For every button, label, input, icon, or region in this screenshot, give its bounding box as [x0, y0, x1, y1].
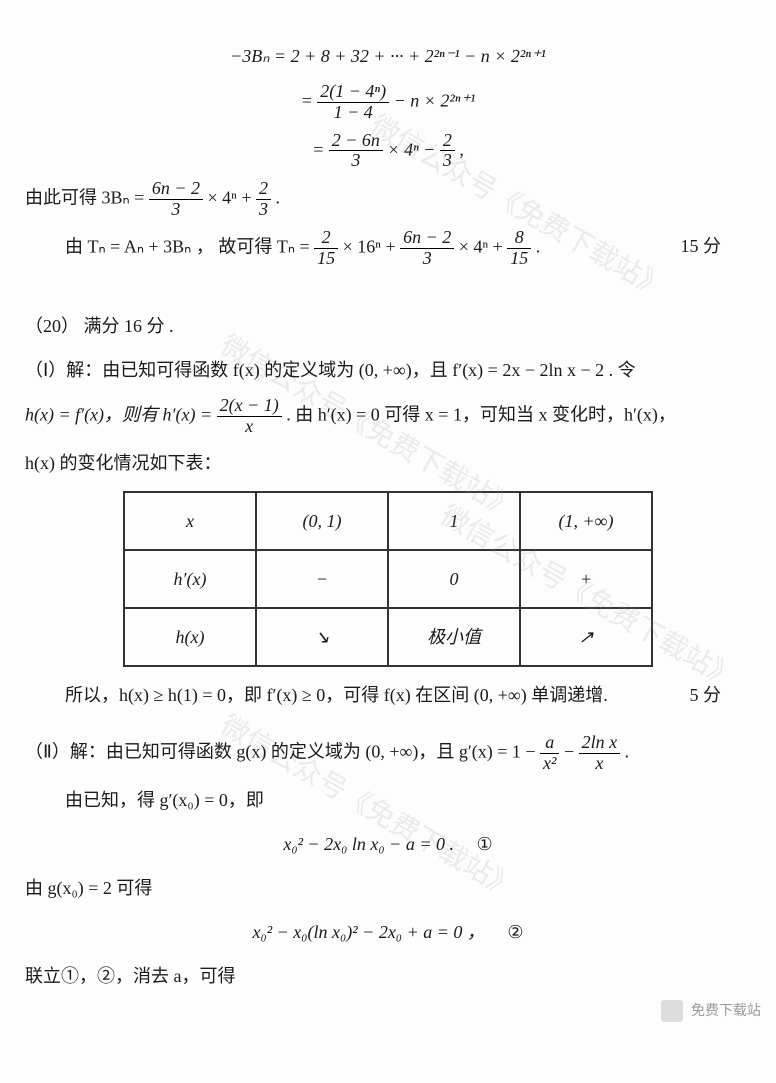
q20-part1-line-b: h(x) = f′(x)，则有 h′(x) = 2(x − 1) x . 由 h… [25, 396, 751, 437]
fraction: 2 3 [440, 131, 455, 172]
table-cell: + [520, 550, 652, 608]
fraction: 2 − 6n 3 [329, 131, 383, 172]
wechat-icon [661, 1000, 683, 1022]
table-cell: 0 [388, 550, 520, 608]
denominator: 3 [440, 151, 455, 171]
fraction: 2(1 − 4ⁿ) 1 − 4 [317, 82, 389, 123]
eq-text: x₀² − 2x₀ ln x₀ − a = 0 . [283, 834, 454, 854]
denominator: 1 − 4 [317, 103, 389, 123]
fraction: 2(x − 1) x [217, 396, 282, 437]
denominator: 3 [256, 200, 271, 220]
denominator: x [579, 754, 621, 774]
q20-part2-line-d: 联立①，②，消去 a，可得 [25, 958, 751, 994]
eq-number: ① [476, 834, 492, 854]
q20-part1-conclusion: 所以，h(x) ≥ h(1) = 0，即 f′(x) ≥ 0，可得 f(x) 在… [25, 677, 751, 713]
equation-line-1: −3Bₙ = 2 + 8 + 32 + ··· + 2²ⁿ⁻¹ − n × 2²… [25, 38, 751, 74]
fraction: 6n − 2 3 [400, 228, 454, 269]
paragraph-1: 由此可得 3Bₙ = 6n − 2 3 × 4ⁿ + 2 3 . [25, 179, 751, 220]
numerator: 2 − 6n [329, 131, 383, 152]
eq-eq-sign: = [301, 90, 313, 110]
table-cell: h(x) [124, 608, 256, 666]
q20-part2-line-a: （Ⅱ）解：由已知可得函数 g(x) 的定义域为 (0, +∞)，且 g′(x) … [25, 733, 751, 774]
eq-text: − n × 2²ⁿ⁺¹ [394, 90, 476, 110]
numerator: 2 [314, 228, 338, 249]
eq-text: , [459, 139, 464, 159]
table-cell: (1, +∞) [520, 492, 652, 550]
text-span: h(x) = f′(x)，则有 h′(x) = [25, 405, 217, 425]
q20-part1-line-c: h(x) 的变化情况如下表： [25, 445, 751, 481]
footer-credit: 免费下载站 [661, 996, 761, 1024]
numerator: 2 [256, 179, 271, 200]
table-cell: ↘ [256, 608, 388, 666]
score-mark: 15 分 [681, 228, 722, 264]
q20-header: （20） 满分 16 分 . [25, 308, 751, 344]
paragraph-2: 由 Tₙ = Aₙ + 3Bₙ ， 故可得 Tₙ = 2 15 × 16ⁿ + … [25, 228, 751, 269]
table-row: h(x) ↘ 极小值 ↗ [124, 608, 652, 666]
table-cell: − [256, 550, 388, 608]
denominator: 3 [149, 200, 203, 220]
score-mark: 5 分 [690, 677, 722, 713]
text-span: . [625, 741, 630, 761]
text-span: × 4ⁿ + [208, 188, 256, 208]
denominator: 15 [507, 249, 531, 269]
denominator: 15 [314, 249, 338, 269]
denominator: x [217, 417, 282, 437]
text-span: 所以，h(x) ≥ h(1) = 0，即 f′(x) ≥ 0，可得 f(x) 在… [65, 685, 608, 705]
footer-text: 免费下载站 [691, 1002, 761, 1018]
q20-part1-line-a: （Ⅰ）解：由已知可得函数 f(x) 的定义域为 (0, +∞)，且 f′(x) … [25, 352, 751, 388]
denominator: 3 [329, 151, 383, 171]
text-span: . [536, 236, 541, 256]
eq-text: −3Bₙ = 2 + 8 + 32 + ··· + 2²ⁿ⁻¹ − n × 2²… [230, 46, 546, 66]
fraction: 2 15 [314, 228, 338, 269]
fraction: 6n − 2 3 [149, 179, 203, 220]
denominator: x² [540, 754, 559, 774]
equation-line-3: = 2 − 6n 3 × 4ⁿ − 2 3 , [25, 131, 751, 172]
text-span: − [564, 741, 579, 761]
table-cell: 1 [388, 492, 520, 550]
numerator: 2 [440, 131, 455, 152]
eq-text: x₀² − x₀(ln x₀)² − 2x₀ + a = 0 ， [253, 922, 485, 942]
numerator: 2(1 − 4ⁿ) [317, 82, 389, 103]
eq-number: ② [507, 922, 523, 942]
equation-line-2: = 2(1 − 4ⁿ) 1 − 4 − n × 2²ⁿ⁺¹ [25, 82, 751, 123]
denominator: 3 [400, 249, 454, 269]
fraction: 2ln x x [579, 733, 621, 774]
text-span: 由此可得 3Bₙ = [25, 188, 149, 208]
text-span: （Ⅱ）解：由已知可得函数 g(x) 的定义域为 (0, +∞)，且 g′(x) … [25, 741, 540, 761]
q20-part2-line-c: 由 g(x₀) = 2 可得 [25, 870, 751, 906]
fraction: 2 3 [256, 179, 271, 220]
text-span: . 由 h′(x) = 0 可得 x = 1，可知当 x 变化时，h′(x)， [286, 405, 676, 425]
q20-eq1: x₀² − 2x₀ ln x₀ − a = 0 . ① [25, 826, 751, 862]
table-cell: x [124, 492, 256, 550]
table-cell: (0, 1) [256, 492, 388, 550]
eq-eq-sign: = [312, 139, 324, 159]
q20-eq2: x₀² − x₀(ln x₀)² − 2x₀ + a = 0 ， ② [25, 914, 751, 950]
numerator: 2ln x [579, 733, 621, 754]
numerator: a [540, 733, 559, 754]
fraction: 8 15 [507, 228, 531, 269]
text-span: × 4ⁿ + [459, 236, 507, 256]
numerator: 6n − 2 [400, 228, 454, 249]
numerator: 6n − 2 [149, 179, 203, 200]
table-row: x (0, 1) 1 (1, +∞) [124, 492, 652, 550]
eq-text: × 4ⁿ − [387, 139, 439, 159]
table-cell: 极小值 [388, 608, 520, 666]
numerator: 8 [507, 228, 531, 249]
text-span: . [275, 188, 280, 208]
variation-table: x (0, 1) 1 (1, +∞) h′(x) − 0 + h(x) ↘ 极小… [123, 491, 653, 667]
table-cell: h′(x) [124, 550, 256, 608]
text-span: × 16ⁿ + [343, 236, 400, 256]
table-cell: ↗ [520, 608, 652, 666]
numerator: 2(x − 1) [217, 396, 282, 417]
q20-part2-line-b: 由已知，得 g′(x₀) = 0，即 [25, 782, 751, 818]
fraction: a x² [540, 733, 559, 774]
text-span: 由 Tₙ = Aₙ + 3Bₙ ， 故可得 Tₙ = [65, 236, 314, 256]
table-row: h′(x) − 0 + [124, 550, 652, 608]
